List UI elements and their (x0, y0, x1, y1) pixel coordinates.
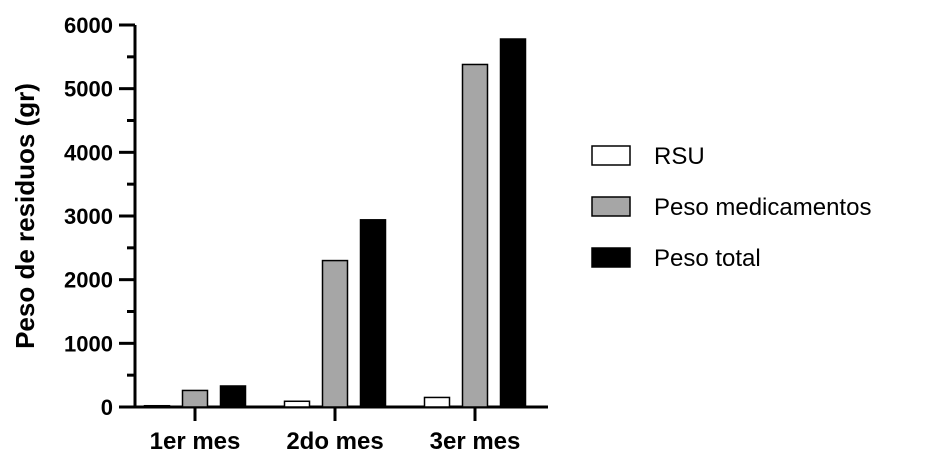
legend-swatch (591, 145, 631, 166)
y-tick-label: 4000 (64, 140, 113, 165)
y-axis-title: Peso de residuos (gr) (10, 83, 40, 349)
bar-peso-medicamentos-2do-mes (321, 259, 349, 408)
bar-peso-medicamentos-1er-mes (181, 389, 209, 408)
y-tick-label: 1000 (64, 331, 113, 356)
y-tick-label: 6000 (64, 13, 113, 38)
bar-rsu-2do-mes (283, 400, 311, 408)
bar-rsu-3er-mes (423, 396, 451, 408)
x-tick-label: 1er mes (150, 428, 241, 454)
y-tick-label: 3000 (64, 204, 113, 229)
legend-swatch (591, 196, 631, 217)
y-tick-label: 5000 (64, 77, 113, 102)
bar-peso-total-1er-mes (219, 385, 247, 408)
legend-label: Peso total (654, 245, 761, 272)
legend-label: RSU (654, 143, 705, 170)
y-tick-label: 0 (101, 395, 113, 420)
x-tick-label: 2do mes (286, 428, 383, 454)
bar-peso-total-3er-mes (499, 38, 527, 408)
x-tick-label: 3er mes (430, 428, 521, 454)
bar-peso-medicamentos-3er-mes (461, 63, 489, 408)
bar-rsu-1er-mes (143, 404, 171, 408)
legend: RSU Peso medicamentos Peso total (591, 143, 871, 272)
bar-peso-total-2do-mes (359, 219, 387, 408)
plot-area: 0 1000 2000 3000 4000 5000 6000 1er mes 2do mes 3… (64, 13, 548, 454)
y-tick-label: 2000 (64, 268, 113, 293)
legend-swatch (591, 247, 631, 268)
legend-label: Peso medicamentos (654, 194, 871, 221)
